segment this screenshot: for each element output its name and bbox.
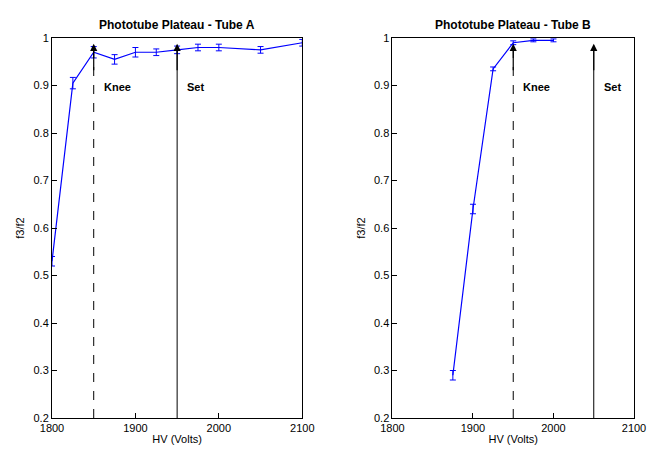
svg-text:0.2: 0.2 xyxy=(34,412,49,424)
svg-text:0.6: 0.6 xyxy=(34,222,49,234)
svg-text:1900: 1900 xyxy=(123,422,147,434)
svg-text:0.3: 0.3 xyxy=(34,364,49,376)
svg-text:1800: 1800 xyxy=(40,422,64,434)
svg-text:2100: 2100 xyxy=(290,422,314,434)
svg-text:1: 1 xyxy=(43,32,49,44)
svg-text:Phototube Plateau - Tube A: Phototube Plateau - Tube A xyxy=(99,18,255,32)
svg-text:0.4: 0.4 xyxy=(34,317,49,329)
svg-text:f3/f2: f3/f2 xyxy=(355,217,367,238)
svg-text:0.6: 0.6 xyxy=(374,222,389,234)
svg-text:Phototube Plateau - Tube B: Phototube Plateau - Tube B xyxy=(435,18,591,32)
svg-text:HV (Volts): HV (Volts) xyxy=(152,433,202,445)
svg-text:0.5: 0.5 xyxy=(34,269,49,281)
svg-text:Knee: Knee xyxy=(104,81,131,93)
svg-text:1: 1 xyxy=(383,32,389,44)
svg-text:0.9: 0.9 xyxy=(374,79,389,91)
svg-text:0.2: 0.2 xyxy=(374,412,389,424)
svg-text:0.9: 0.9 xyxy=(34,79,49,91)
svg-text:0.8: 0.8 xyxy=(374,127,389,139)
svg-text:0.5: 0.5 xyxy=(374,269,389,281)
svg-text:f3/f2: f3/f2 xyxy=(14,217,26,238)
svg-text:0.7: 0.7 xyxy=(374,174,389,186)
svg-text:HV (Volts): HV (Volts) xyxy=(488,433,538,445)
svg-text:0.8: 0.8 xyxy=(34,127,49,139)
svg-text:1900: 1900 xyxy=(461,422,485,434)
svg-text:1800: 1800 xyxy=(380,422,404,434)
svg-text:Set: Set xyxy=(187,81,204,93)
svg-text:0.7: 0.7 xyxy=(34,174,49,186)
svg-text:2000: 2000 xyxy=(207,422,231,434)
svg-text:2100: 2100 xyxy=(622,422,646,434)
svg-text:0.3: 0.3 xyxy=(374,364,389,376)
svg-text:2000: 2000 xyxy=(541,422,565,434)
svg-text:Set: Set xyxy=(604,81,621,93)
svg-text:Knee: Knee xyxy=(523,81,550,93)
svg-text:0.4: 0.4 xyxy=(374,317,389,329)
